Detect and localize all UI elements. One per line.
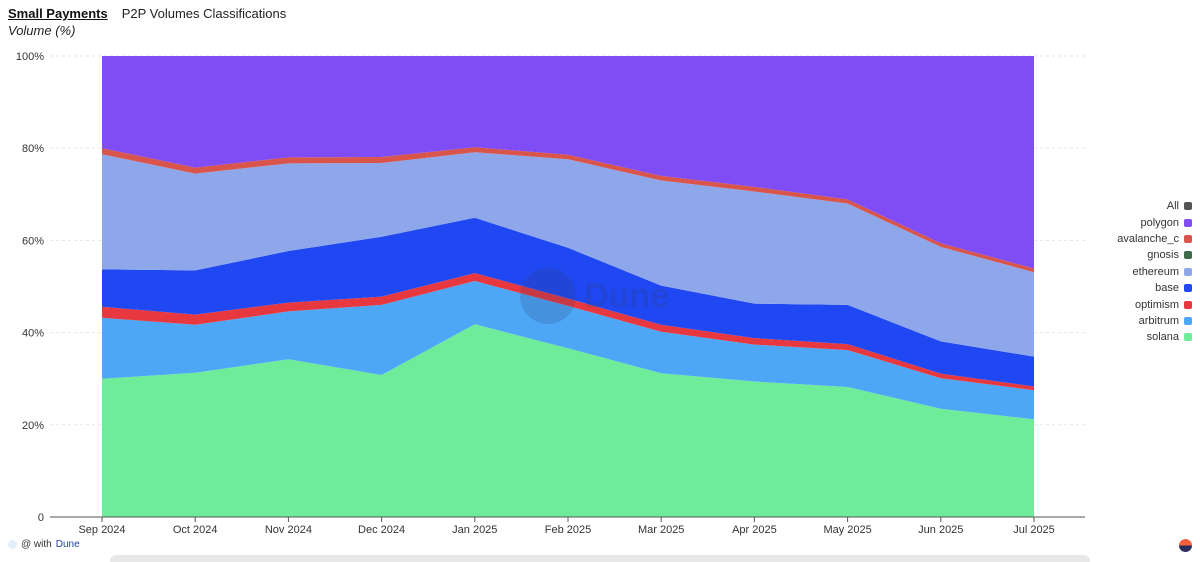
y-tick-label: 20%: [22, 420, 44, 432]
legend-label: arbitrum: [1138, 314, 1179, 327]
area-series-solana[interactable]: [102, 324, 1034, 517]
legend-label: polygon: [1140, 216, 1179, 229]
x-tick-label: Feb 2025: [545, 524, 591, 536]
dune-small-icon: [8, 540, 17, 549]
x-tick-label: Dec 2024: [358, 524, 405, 536]
x-tick-label: Sep 2024: [78, 524, 125, 536]
x-tick-label: Oct 2024: [173, 524, 218, 536]
axes: 0 20% 40% 60% 80% 100% Sep 2024 Oct 2024 Nov 202…: [16, 51, 1085, 536]
y-tick-label: 40%: [22, 328, 44, 340]
y-tick-label: 80%: [22, 143, 44, 155]
footer-credit: @ with Dune: [8, 539, 80, 550]
legend-item-ethereum[interactable]: ethereum: [1117, 264, 1192, 280]
legend-swatch: [1184, 300, 1192, 309]
legend-item-arbitrum[interactable]: arbitrum: [1117, 313, 1192, 329]
legend-label: All: [1166, 200, 1179, 213]
legend-item-solana[interactable]: solana: [1117, 329, 1192, 345]
x-tick-label: Jun 2025: [918, 524, 963, 536]
x-tick-label: May 2025: [823, 524, 871, 536]
y-tick-label: 100%: [16, 51, 44, 63]
dune-corner-logo-icon[interactable]: [1179, 539, 1192, 552]
area-series-base[interactable]: [102, 217, 1034, 387]
legend-swatch: [1184, 251, 1192, 260]
y-tick-label: 60%: [22, 235, 44, 247]
y-axis-label: Volume (%): [8, 23, 76, 38]
footer-prefix: @ with: [21, 539, 52, 550]
area-series-ethereum[interactable]: [102, 152, 1034, 357]
x-tick-label: Apr 2025: [732, 524, 777, 536]
area-series-arbitrum[interactable]: [102, 281, 1034, 420]
legend-label: optimism: [1134, 298, 1179, 311]
legend-swatch: [1184, 202, 1192, 211]
legend-swatch: [1184, 267, 1192, 276]
x-tick-label: Jul 2025: [1013, 524, 1055, 536]
x-tick-label: Mar 2025: [638, 524, 684, 536]
legend-item-gnosis[interactable]: gnosis: [1117, 247, 1192, 263]
footer-brand-link[interactable]: Dune: [55, 539, 80, 550]
x-tick-label: Jan 2025: [452, 524, 497, 536]
legend-swatch: [1184, 333, 1192, 342]
tab-small-payments[interactable]: Small Payments: [8, 6, 108, 21]
legend-label: gnosis: [1147, 249, 1179, 262]
y-tick-label: 0: [38, 512, 44, 524]
legend-item-All[interactable]: All: [1117, 198, 1192, 214]
legend-swatch: [1184, 234, 1192, 243]
legend-label: solana: [1146, 331, 1179, 344]
legend-item-avalanche_c[interactable]: avalanche_c: [1117, 231, 1192, 247]
legend-label: ethereum: [1132, 265, 1179, 278]
legend-label: avalanche_c: [1117, 232, 1179, 245]
legend-label: base: [1155, 282, 1179, 295]
legend-item-polygon[interactable]: polygon: [1117, 214, 1192, 230]
x-tick-label: Nov 2024: [265, 524, 312, 536]
legend-swatch: [1184, 316, 1192, 325]
chart-title: P2P Volumes Classifications: [121, 6, 287, 21]
chart-header: Small Payments P2P Volumes Classificatio…: [8, 6, 286, 21]
legend-swatch: [1184, 284, 1192, 293]
legend-item-optimism[interactable]: optimism: [1117, 296, 1192, 312]
legend-swatch: [1184, 218, 1192, 227]
area-series: [102, 56, 1034, 517]
area-series-polygon[interactable]: [102, 56, 1034, 269]
legend-item-base[interactable]: base: [1117, 280, 1192, 296]
bottom-scroll-shadow: [110, 555, 1090, 562]
area-series-optimism[interactable]: [102, 273, 1034, 391]
